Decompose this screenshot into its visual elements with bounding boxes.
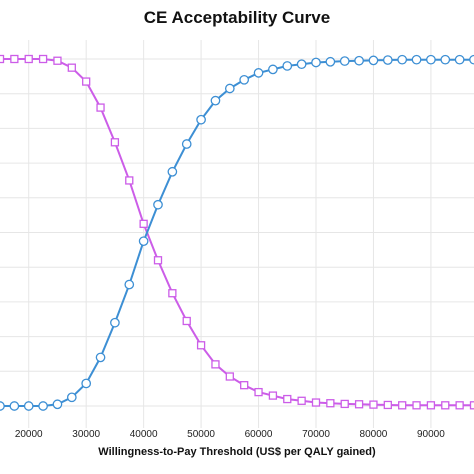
series-1-line (0, 58, 474, 407)
data-point-square (139, 219, 148, 228)
data-point-circle (181, 139, 192, 149)
data-point-square (426, 401, 436, 410)
data-point-circle (81, 378, 92, 389)
data-point-square (211, 360, 220, 369)
data-point-circle (66, 392, 77, 403)
data-point-square (383, 400, 392, 410)
data-point-square (10, 54, 19, 64)
data-point-circle (325, 56, 336, 67)
data-point-circle (368, 55, 379, 66)
data-point-square (153, 256, 163, 265)
data-point-circle (454, 54, 465, 65)
data-point-circle (354, 55, 364, 66)
data-point-circle (38, 401, 48, 411)
data-point-square (326, 399, 335, 408)
data-point-square (125, 176, 134, 185)
data-point-square (240, 381, 249, 390)
x-tick-label: 20000 (15, 429, 43, 440)
data-point-circle (153, 199, 163, 210)
data-point-square (182, 316, 191, 326)
data-point-circle (124, 279, 135, 290)
x-tick-label: 90000 (417, 429, 445, 440)
data-point-square (38, 54, 48, 64)
data-point-circle (9, 401, 20, 411)
data-point-square (297, 396, 306, 405)
data-point-circle (382, 55, 393, 65)
data-point-square (24, 54, 33, 64)
data-point-square (96, 103, 105, 112)
data-point-circle (282, 61, 293, 71)
data-point-circle (339, 56, 350, 66)
data-point-circle (440, 54, 451, 65)
data-point-square (225, 372, 234, 381)
series-2-line (0, 58, 474, 407)
data-point-square (455, 401, 464, 410)
data-point-square (196, 341, 206, 350)
data-point-square (53, 56, 62, 65)
x-tick-label: 70000 (302, 429, 330, 440)
x-axis-label: Willingness-to-Pay Threshold (US$ per QA… (98, 446, 376, 458)
data-point-square (254, 387, 263, 397)
data-point-circle (52, 399, 63, 410)
data-point-circle (426, 54, 436, 65)
data-point-square (340, 399, 349, 409)
series-1 (0, 54, 474, 410)
data-point-circle (196, 114, 206, 125)
data-point-square (82, 77, 91, 86)
data-point-square (110, 138, 120, 147)
data-point-circle (253, 68, 264, 78)
x-tick-label: 60000 (245, 429, 273, 440)
data-point-circle (397, 54, 408, 65)
x-tick-labels: 20000 30000 40000 50000 60000 70000 80000 90000 (15, 429, 445, 440)
data-point-circle (296, 59, 307, 70)
data-point-circle (110, 317, 120, 328)
data-point-square (469, 401, 474, 410)
data-point-circle (167, 166, 178, 177)
data-point-square (369, 400, 378, 409)
data-point-circle (224, 83, 235, 94)
data-point-square (168, 289, 177, 298)
x-tick-label: 30000 (72, 429, 100, 440)
data-point-circle (311, 57, 321, 68)
data-point-circle (0, 401, 5, 411)
x-tick-label: 50000 (187, 429, 215, 440)
data-point-square (0, 54, 5, 64)
x-tick-label: 40000 (130, 429, 158, 440)
data-point-square (398, 401, 407, 410)
data-point-circle (268, 64, 278, 75)
data-point-square (268, 391, 278, 400)
data-point-circle (95, 352, 106, 363)
data-point-square (412, 401, 421, 410)
data-point-circle (210, 95, 221, 106)
data-point-square (67, 63, 76, 72)
chart-title: CE Acceptability Curve (143, 8, 331, 27)
data-point-circle (239, 74, 250, 85)
grid (0, 40, 474, 428)
data-point-circle (23, 401, 34, 411)
x-tick-label: 80000 (360, 429, 388, 440)
data-point-square (441, 401, 450, 410)
data-point-square (354, 400, 364, 409)
data-point-square (311, 398, 321, 407)
data-point-circle (138, 236, 149, 247)
data-point-circle (411, 54, 422, 65)
data-point-circle (469, 54, 474, 65)
data-point-square (283, 394, 292, 404)
